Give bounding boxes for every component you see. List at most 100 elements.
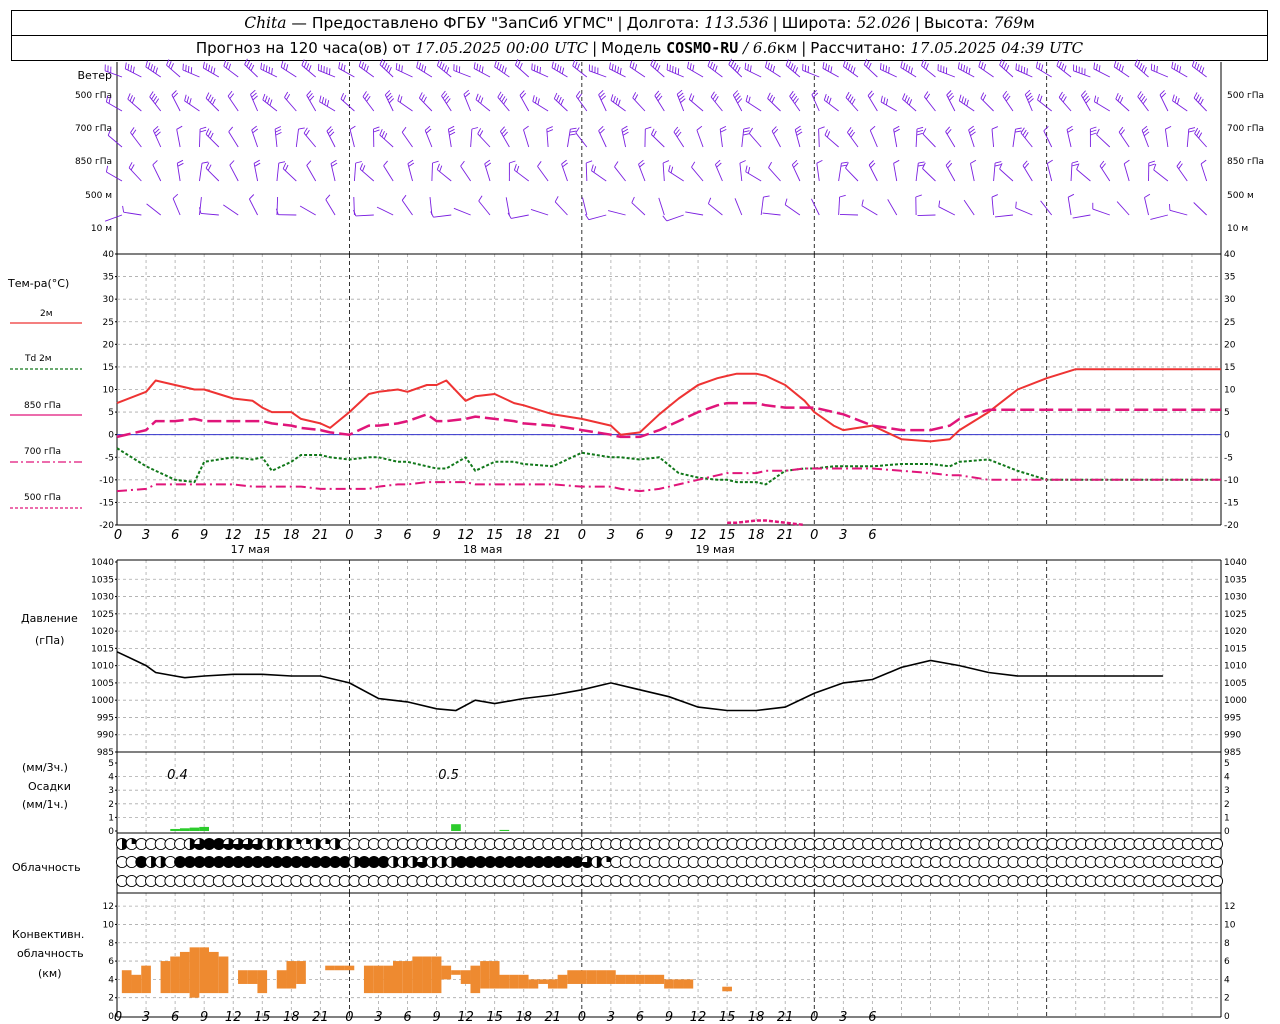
wind-barb — [938, 206, 956, 216]
wind-barb-feather — [324, 98, 327, 105]
wind-barb — [822, 67, 839, 78]
wind-barb-feather — [792, 65, 796, 72]
wind-barb-feather — [282, 162, 287, 169]
wind-barb-feather — [666, 63, 669, 71]
precip-total-label: 0.5 — [438, 768, 459, 783]
time-tick-label: 6 — [636, 528, 644, 543]
wind-level-label-right: 850 гПа — [1227, 157, 1264, 167]
wind-barb-feather — [968, 67, 971, 75]
y-tick-label-right: 1 — [1224, 813, 1230, 823]
wind-barb-feather — [1178, 163, 1183, 169]
wind-barb-feather — [1120, 129, 1125, 135]
wind-barb — [353, 162, 357, 182]
wind-barb-feather — [559, 66, 562, 73]
wind-level-label-right: 700 гПа — [1227, 124, 1264, 134]
wind-barb-feather — [691, 95, 695, 102]
wind-barb-feather — [496, 62, 500, 69]
cloud-cover-fill — [455, 856, 467, 868]
wind-barb-feather — [612, 96, 616, 103]
wind-barb — [349, 129, 355, 148]
wind-barb-feather — [229, 160, 235, 166]
y-tick-label: 2 — [108, 994, 114, 1004]
wind-barb-feather — [1002, 90, 1008, 97]
wind-barb-feather — [562, 162, 568, 168]
wind-barb-feather — [764, 60, 768, 68]
wind-barb-feather — [342, 95, 347, 102]
conv-cloud-bar — [664, 979, 674, 989]
wind-barb-feather — [476, 63, 479, 71]
conv-cloud-bar — [538, 979, 548, 984]
wind-barb — [945, 165, 956, 182]
precip-total-label: 0.4 — [167, 768, 188, 783]
wind-barb-feather — [811, 89, 817, 95]
wind-barb-feather — [614, 65, 617, 72]
y-tick-label: -5 — [105, 453, 114, 463]
wind-barb-feather — [383, 160, 388, 166]
y-tick-label: 30 — [103, 295, 115, 305]
wind-barb — [869, 130, 878, 148]
y-tick-label-right: 30 — [1224, 295, 1236, 305]
y-tick-label: 40 — [103, 250, 115, 260]
wind-barb-feather — [1143, 131, 1150, 137]
wind-barb-feather — [386, 92, 392, 98]
y-tick-label-right: -15 — [1224, 498, 1239, 508]
wind-barb-feather — [826, 95, 830, 103]
time-tick-label: 21 — [312, 1010, 329, 1024]
wind-barb — [429, 197, 433, 216]
wind-barb-feather — [129, 95, 133, 102]
cloud-cover-fill — [339, 856, 351, 868]
wind-barb-feather — [1038, 63, 1041, 70]
provider-text: — Предоставлено ФГБУ "ЗапСиб УГМС" — [291, 14, 614, 32]
wind-barb-feather — [1023, 66, 1026, 74]
wind-barb-feather — [599, 128, 605, 134]
wind-barb-feather — [1153, 163, 1157, 171]
time-tick-label: 6 — [403, 528, 411, 543]
y-tick-label: 25 — [103, 318, 114, 328]
y-tick-label-right: 1010 — [1224, 662, 1247, 672]
wind-barb-feather — [1061, 63, 1065, 70]
wind-barb-feather — [748, 127, 753, 134]
time-tick-label: 21 — [545, 528, 562, 543]
wind-barb — [176, 129, 181, 148]
wind-barb — [760, 197, 764, 216]
wind-barb — [789, 96, 801, 112]
wind-barb — [945, 131, 956, 148]
time-tick-label: 9 — [665, 1010, 673, 1024]
y-tick-label: 6 — [108, 957, 114, 967]
wind-barb-feather — [742, 133, 750, 136]
wind-barb-feather — [847, 63, 851, 71]
wind-barb-feather — [223, 60, 227, 67]
wind-barb — [1151, 69, 1169, 78]
wind-barb — [104, 214, 123, 222]
wind-barb-feather — [407, 159, 414, 164]
wind-barb-feather — [1081, 90, 1086, 96]
conv-cloud-bar — [683, 979, 694, 989]
wind-barb — [199, 197, 202, 216]
wind-barb-feather — [868, 62, 872, 69]
wind-barb-feather — [408, 162, 415, 167]
wind-barb-feather — [477, 95, 482, 102]
wind-barb-feather — [893, 159, 900, 164]
wind-barb — [1171, 67, 1188, 78]
wind-barb-feather — [205, 92, 210, 99]
wind-barb-feather — [1198, 65, 1202, 72]
wind-barb — [146, 203, 162, 216]
wind-barb-feather — [381, 60, 386, 67]
time-tick-label: 6 — [171, 528, 179, 543]
wind-barb-feather — [1119, 97, 1124, 104]
wind-barb-feather — [584, 214, 590, 220]
time-tick-label: 15 — [486, 1010, 503, 1024]
wind-barb-feather — [1179, 66, 1182, 73]
wind-barb-feather — [1020, 127, 1025, 134]
wind-barb-feather — [444, 95, 450, 102]
y-tick-label-right: 990 — [1224, 731, 1241, 741]
wind-barb-feather — [650, 59, 654, 66]
pressure-title: Давление — [21, 612, 78, 625]
wind-barb-feather — [812, 92, 819, 98]
cloud-cover-fill — [533, 856, 545, 868]
wind-barb-feather — [387, 95, 393, 101]
wind-barb-feather — [609, 62, 611, 69]
wind-barb-feather — [680, 98, 686, 103]
y-tick-label: 8 — [108, 939, 114, 949]
wind-barb-feather — [207, 64, 211, 72]
